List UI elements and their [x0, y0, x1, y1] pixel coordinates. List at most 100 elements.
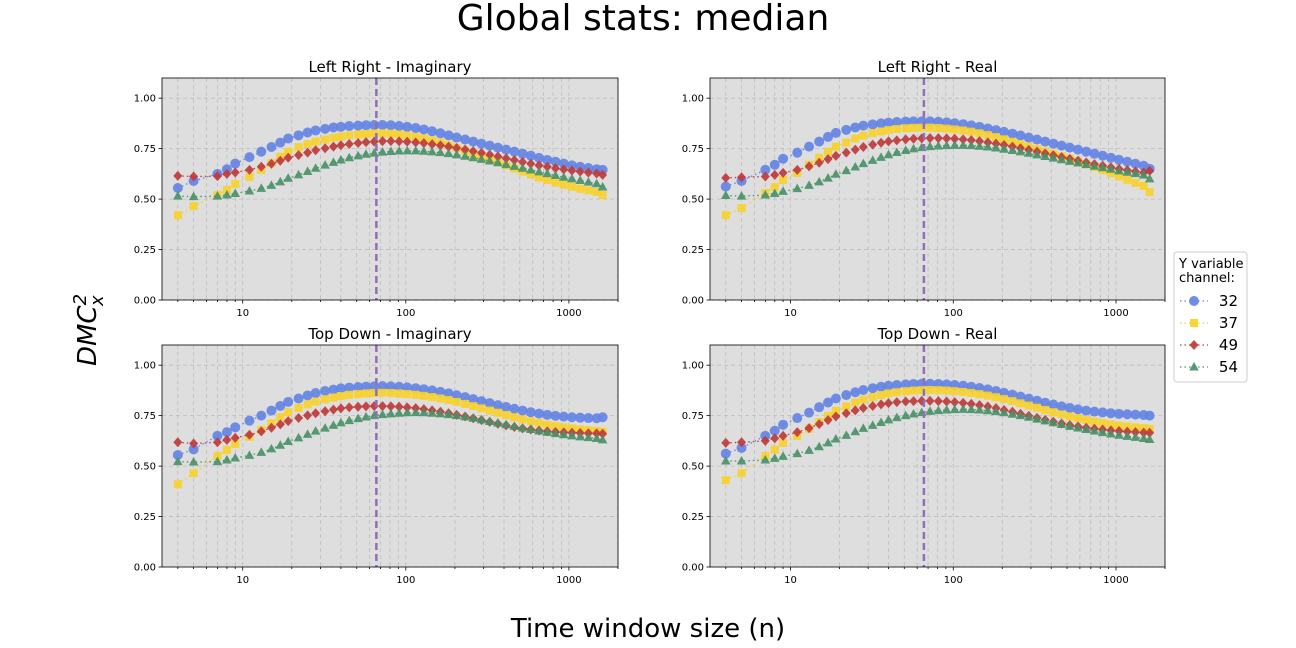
data-point	[942, 124, 951, 133]
y-tick-label: 0.75	[682, 144, 704, 155]
data-point	[883, 149, 894, 159]
y-tick-label: 1.00	[682, 94, 704, 105]
data-point	[1032, 149, 1042, 159]
data-point	[345, 390, 354, 399]
data-point	[892, 147, 902, 156]
data-point	[485, 406, 494, 415]
data-point	[1048, 417, 1059, 427]
data-point	[868, 129, 877, 138]
data-point	[328, 122, 339, 133]
data-point	[966, 135, 976, 146]
ticks: 10 100 1000 0.00 0.25 0.50 0.75 1.00	[134, 94, 619, 319]
data-point	[328, 157, 339, 166]
x-tick-label: 10	[236, 575, 249, 586]
data-point	[566, 412, 577, 423]
data-point	[476, 147, 486, 158]
data-point	[378, 129, 387, 138]
y-tick-label: 0.50	[134, 462, 156, 473]
data-point	[591, 178, 602, 188]
data-point	[823, 437, 833, 447]
data-point	[320, 423, 330, 432]
data-point	[222, 434, 232, 445]
data-point	[567, 165, 577, 176]
legend-marker	[1189, 296, 1199, 306]
data-point	[386, 401, 396, 412]
data-point	[917, 386, 926, 395]
data-point	[222, 190, 232, 199]
data-point	[394, 146, 404, 155]
data-point	[1016, 399, 1025, 408]
data-point	[543, 176, 552, 185]
data-point	[770, 445, 779, 454]
data-point	[244, 429, 254, 440]
data-point	[792, 427, 802, 438]
y-tick-label: 0.25	[682, 512, 704, 523]
data-point	[908, 143, 919, 153]
data-point	[419, 391, 428, 400]
data-point	[721, 476, 730, 485]
data-point	[427, 146, 437, 156]
data-point	[335, 121, 346, 132]
data-point	[1073, 157, 1083, 167]
data-point	[518, 156, 528, 167]
y-tick-label: 1.00	[682, 361, 704, 372]
data-point	[892, 412, 902, 422]
data-point	[502, 411, 511, 420]
data-point	[598, 428, 608, 439]
y-tick-label: 0.75	[134, 144, 156, 155]
data-point	[966, 140, 977, 150]
data-point	[884, 136, 894, 147]
y-axis-label-main: DMC	[73, 305, 103, 366]
data-point	[354, 390, 363, 399]
data-point	[377, 147, 388, 156]
data-point	[469, 402, 478, 411]
data-point	[266, 443, 277, 453]
data-point	[378, 136, 388, 147]
data-point	[311, 397, 320, 406]
data-point	[925, 395, 935, 406]
data-point	[534, 166, 544, 176]
data-point	[1032, 395, 1043, 406]
subplot-title: Left Right - Imaginary	[308, 58, 471, 76]
data-point	[468, 146, 478, 157]
data-point	[892, 125, 901, 134]
data-point	[283, 396, 294, 407]
series-32	[172, 381, 608, 460]
data-point	[476, 154, 487, 163]
data-point	[360, 381, 371, 392]
data-point	[542, 427, 553, 436]
data-point	[884, 398, 894, 409]
data-point	[336, 403, 346, 414]
legend-entry-49: 49	[1180, 336, 1238, 354]
data-point	[1081, 146, 1092, 157]
data-point	[266, 158, 276, 169]
data-point	[720, 181, 731, 192]
data-point	[975, 136, 985, 147]
data-point	[1041, 405, 1050, 414]
data-point	[804, 161, 814, 172]
data-point	[901, 124, 910, 133]
y-tick-label: 0.00	[134, 563, 156, 574]
data-point	[328, 384, 339, 395]
data-point	[302, 166, 313, 175]
data-point	[850, 122, 861, 133]
data-point	[402, 145, 413, 155]
data-point	[583, 413, 594, 424]
data-point	[1040, 151, 1050, 161]
ticks: 10 100 1000 0.00 0.25 0.50 0.75 1.00	[682, 361, 1166, 586]
legend-label: 49	[1219, 336, 1238, 354]
data-point	[559, 180, 568, 189]
data-point	[814, 419, 824, 430]
data-point	[958, 140, 968, 149]
data-point	[221, 427, 232, 438]
x-tick-label: 100	[396, 575, 415, 586]
data-point	[361, 149, 371, 158]
data-point	[222, 168, 232, 179]
data-point	[266, 142, 277, 153]
data-point	[551, 163, 561, 174]
data-point	[769, 159, 780, 170]
data-point	[983, 391, 992, 400]
data-point	[867, 420, 878, 429]
data-point	[484, 416, 495, 425]
data-point	[444, 396, 453, 405]
